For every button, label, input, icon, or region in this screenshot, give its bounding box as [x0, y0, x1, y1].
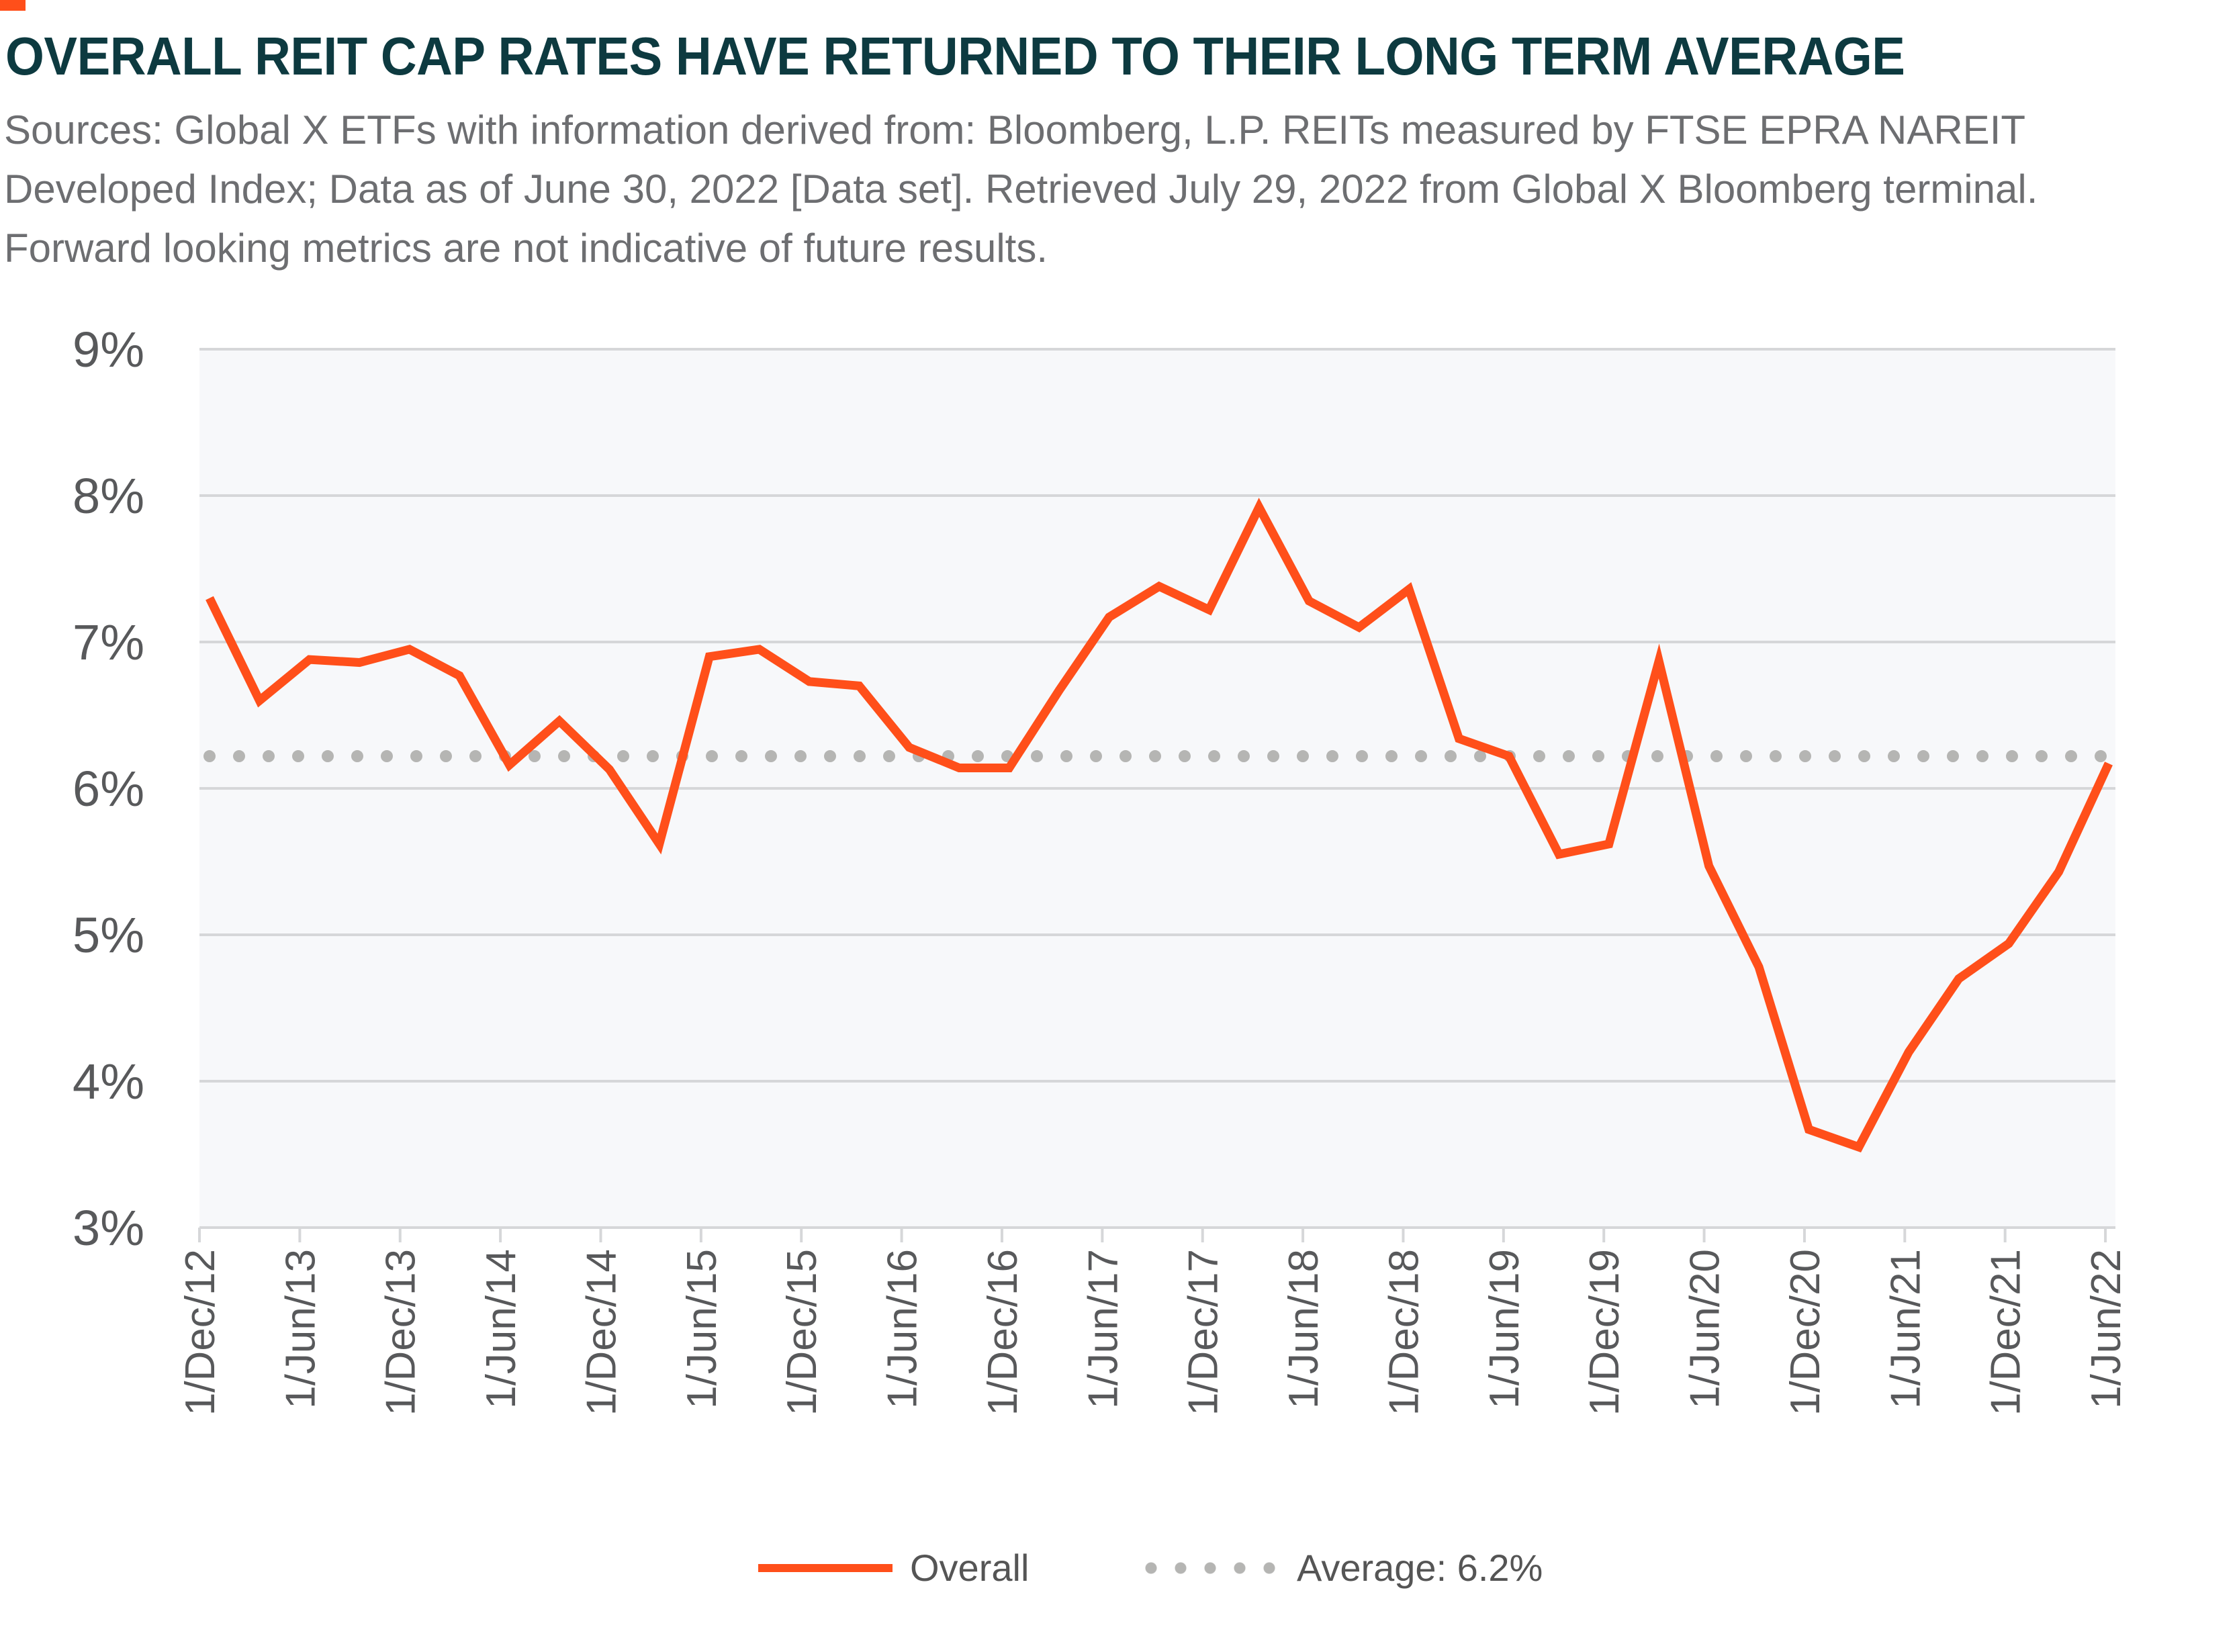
average-dot — [1326, 750, 1338, 763]
average-dot — [1474, 750, 1486, 763]
x-tick-label: 1/Jun/22 — [2083, 1249, 2130, 1409]
x-tick-label: 1/Dec/19 — [1582, 1249, 1628, 1416]
average-dot — [558, 750, 570, 763]
y-tick-label: 4% — [73, 1054, 144, 1109]
average-dot — [1267, 750, 1279, 763]
average-dot — [263, 750, 275, 763]
average-dot — [381, 750, 393, 763]
average-dot — [1415, 750, 1427, 763]
average-dot — [1947, 750, 1959, 763]
average-dot — [1297, 750, 1309, 763]
average-dot — [617, 750, 629, 763]
legend: Overall Average: 6.2% — [0, 1545, 2239, 1592]
average-dot — [292, 750, 304, 763]
x-tick-label: 1/Dec/18 — [1381, 1249, 1427, 1416]
subtitle-line: Developed Index; Data as of June 30, 202… — [4, 167, 2038, 212]
line-chart: 3% 4% 5% 6% 7% 8% 9% 1/Dec/12 1/Jun/13 1/Dec/13 1/… — [73, 322, 2130, 1416]
average-dot — [1179, 750, 1191, 763]
subtitle-line: Forward looking metrics are not indicati… — [4, 226, 1048, 271]
y-tick-label: 7% — [73, 614, 144, 670]
x-tick-label: 1/Jun/13 — [277, 1249, 324, 1409]
average-dot — [1445, 750, 1457, 763]
average-dot — [233, 750, 245, 763]
y-tick-label: 9% — [73, 322, 144, 377]
average-dot — [1651, 750, 1663, 763]
average-dot — [972, 750, 984, 763]
average-dot — [2095, 750, 2107, 763]
average-dot — [824, 750, 836, 763]
average-dot — [1031, 750, 1043, 763]
average-dot — [1238, 750, 1250, 763]
x-tick-label: 1/Dec/12 — [177, 1249, 224, 1416]
average-dot — [1917, 750, 1929, 763]
x-tick-label: 1/Jun/16 — [880, 1249, 926, 1409]
average-dot — [1976, 750, 1989, 763]
average-dot — [1149, 750, 1161, 763]
x-tick-label: 1/Dec/16 — [980, 1249, 1026, 1416]
x-tick-label: 1/Dec/17 — [1181, 1249, 1227, 1416]
x-tick-label: 1/Jun/21 — [1882, 1249, 1929, 1409]
y-tick-label: 3% — [73, 1200, 144, 1256]
average-dot — [1208, 750, 1220, 763]
average-dot — [1710, 750, 1723, 763]
average-dot — [1563, 750, 1575, 763]
x-tick-label: 1/Jun/20 — [1682, 1249, 1729, 1409]
y-tick-label: 5% — [73, 907, 144, 963]
average-dot — [469, 750, 482, 763]
accent-mark — [0, 0, 26, 11]
x-tick-label: 1/Jun/14 — [478, 1249, 524, 1409]
y-tick-label: 8% — [73, 468, 144, 524]
average-dot — [1060, 750, 1072, 763]
legend-swatch-overall — [758, 1564, 893, 1572]
average-dot — [1592, 750, 1604, 763]
legend-label-overall: Overall — [910, 1547, 1030, 1589]
chart-title: OVERALL REIT CAP RATES HAVE RETURNED TO … — [5, 26, 1905, 86]
average-dot — [735, 750, 747, 763]
subtitle-line: Sources: Global X ETFs with information … — [4, 107, 2026, 152]
average-dot — [854, 750, 866, 763]
average-dot — [765, 750, 777, 763]
average-dot — [647, 750, 659, 763]
x-tick-label: 1/Dec/21 — [1983, 1249, 2029, 1416]
average-dot — [706, 750, 718, 763]
average-dot — [1120, 750, 1132, 763]
y-tick-label: 6% — [73, 761, 144, 817]
legend-label-average: Average: 6.2% — [1297, 1547, 1543, 1589]
legend-swatch-average — [1136, 1561, 1277, 1575]
x-tick-label: 1/Dec/14 — [578, 1249, 625, 1416]
chart-subtitle: Sources: Global X ETFs with information … — [4, 101, 2220, 278]
average-dot — [410, 750, 422, 763]
average-dot — [2006, 750, 2018, 763]
x-tick-label: 1/Dec/15 — [779, 1249, 825, 1416]
average-dot — [203, 750, 216, 763]
average-dot — [351, 750, 363, 763]
average-dot — [2036, 750, 2048, 763]
x-tick-label: 1/Dec/13 — [378, 1249, 424, 1416]
average-dot — [440, 750, 452, 763]
x-tick-label: 1/Dec/20 — [1782, 1249, 1829, 1416]
average-dot — [322, 750, 334, 763]
average-dot — [2065, 750, 2077, 763]
average-dot — [1829, 750, 1841, 763]
average-dot — [1090, 750, 1102, 763]
x-tick-label: 1/Jun/17 — [1080, 1249, 1126, 1409]
x-tick-label: 1/Jun/15 — [679, 1249, 725, 1409]
average-dot — [883, 750, 895, 763]
average-dot — [1356, 750, 1368, 763]
average-dot — [1770, 750, 1782, 763]
average-dot — [1740, 750, 1752, 763]
x-tick-label: 1/Jun/19 — [1481, 1249, 1528, 1409]
average-dot — [1533, 750, 1545, 763]
x-tick-label: 1/Jun/18 — [1281, 1249, 1327, 1409]
average-dot — [1858, 750, 1870, 763]
average-dot — [1888, 750, 1900, 763]
average-dot — [529, 750, 541, 763]
average-dot — [794, 750, 807, 763]
average-dot — [1385, 750, 1398, 763]
average-dot — [1799, 750, 1811, 763]
